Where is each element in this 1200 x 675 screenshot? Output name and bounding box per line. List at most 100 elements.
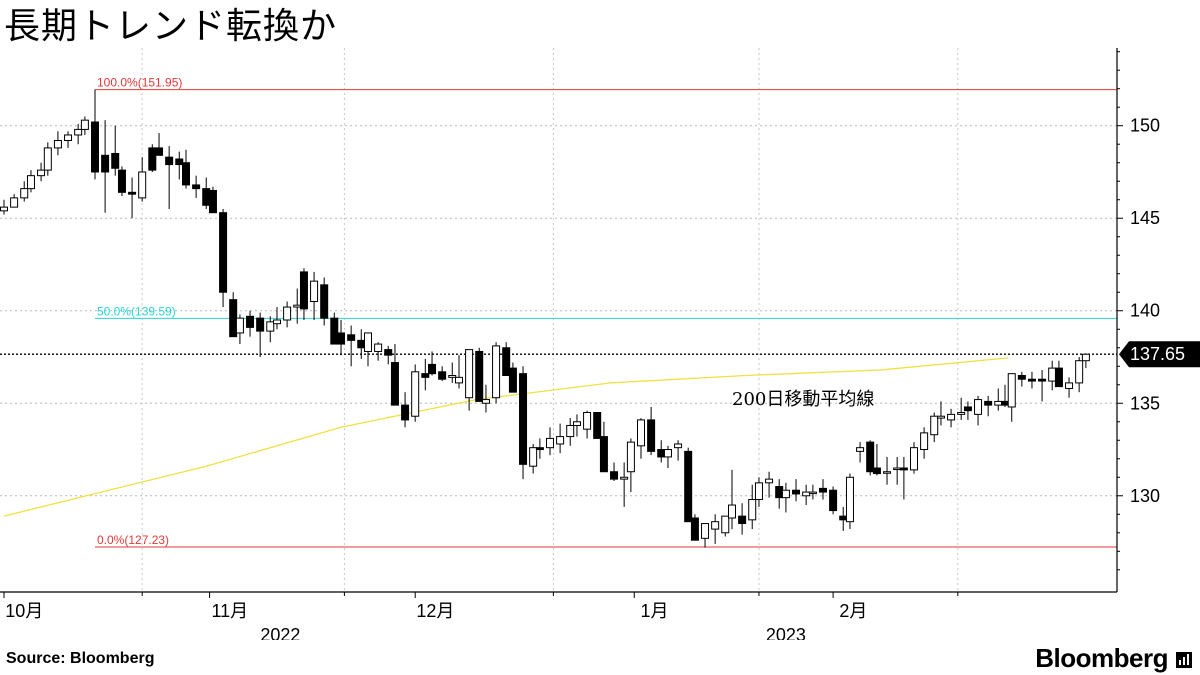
candle-up bbox=[883, 471, 892, 474]
candle-up bbox=[781, 489, 790, 499]
candle-down bbox=[202, 188, 211, 206]
candle-down bbox=[738, 515, 747, 525]
candle-down bbox=[219, 212, 228, 293]
candle-up bbox=[920, 432, 929, 451]
candle-up bbox=[455, 376, 463, 384]
candle-up bbox=[947, 413, 956, 421]
candle-up bbox=[808, 491, 817, 495]
candle-down bbox=[872, 467, 881, 475]
candle-down bbox=[390, 362, 399, 406]
candle-down bbox=[428, 363, 437, 375]
candle-down bbox=[519, 373, 528, 465]
x-tick-label: 12月 bbox=[416, 601, 454, 621]
candle-up bbox=[893, 467, 902, 471]
candle-up bbox=[1007, 373, 1016, 408]
candle-down bbox=[111, 152, 120, 169]
candle-up bbox=[566, 424, 575, 438]
candle-down bbox=[155, 147, 164, 156]
candle-up bbox=[930, 415, 939, 436]
candle-down bbox=[819, 487, 827, 493]
candle-down bbox=[421, 373, 430, 378]
candle-up bbox=[138, 171, 147, 199]
candle-up bbox=[283, 306, 292, 321]
year-label: 2023 bbox=[766, 625, 806, 640]
candle-down bbox=[963, 406, 972, 412]
candle-down bbox=[208, 189, 217, 214]
candle-down bbox=[657, 449, 666, 458]
candle-up bbox=[53, 140, 62, 149]
candle-down bbox=[535, 447, 544, 451]
candle-down bbox=[192, 184, 201, 190]
candle-down bbox=[438, 371, 447, 380]
candle-down bbox=[839, 515, 848, 521]
candle-up bbox=[10, 197, 19, 208]
x-tick-label: 11月 bbox=[211, 601, 248, 621]
candle-up bbox=[529, 447, 538, 467]
candle-up bbox=[293, 304, 302, 308]
candle-up bbox=[856, 447, 865, 452]
x-tick-label: 1月 bbox=[640, 601, 668, 621]
last-price-badge bbox=[1119, 341, 1200, 368]
candle-up bbox=[364, 332, 372, 352]
fib-level-label: 0.0%(127.23) bbox=[97, 533, 169, 547]
candle-down bbox=[299, 271, 308, 310]
candle-up bbox=[20, 188, 29, 199]
chart-grid bbox=[0, 48, 1117, 592]
fib-level-label: 100.0%(151.95) bbox=[97, 76, 182, 90]
candle-up bbox=[728, 504, 736, 519]
axes: 130 135 140 145 150 137.65 10月 11月 12月 1月 2月 2022 20… bbox=[0, 48, 1200, 640]
candle-up bbox=[465, 349, 474, 399]
candlesticks bbox=[0, 89, 1090, 548]
candle-up bbox=[546, 437, 554, 449]
candle-up bbox=[845, 476, 854, 523]
candle-up bbox=[936, 415, 945, 419]
candle-down bbox=[684, 450, 693, 523]
candle-up bbox=[711, 521, 720, 530]
candle-up bbox=[765, 478, 774, 484]
candle-down bbox=[866, 441, 875, 473]
y-tick-label: 140 bbox=[1130, 301, 1160, 321]
candle-down bbox=[984, 400, 993, 406]
candle-down bbox=[610, 471, 619, 480]
candle-up bbox=[1081, 353, 1090, 362]
candle-down bbox=[175, 158, 184, 166]
last-price-label: 137.65 bbox=[1130, 344, 1185, 364]
candle-down bbox=[91, 121, 99, 173]
y-tick-label: 150 bbox=[1130, 116, 1160, 136]
candle-up bbox=[572, 421, 581, 426]
candle-up bbox=[994, 400, 1003, 406]
candle-down bbox=[1054, 367, 1063, 388]
candle-down bbox=[1017, 375, 1026, 380]
candle-up bbox=[235, 317, 244, 334]
candle-down bbox=[647, 419, 656, 452]
year-label: 2022 bbox=[260, 625, 300, 640]
candle-up bbox=[448, 375, 457, 378]
candle-up bbox=[748, 498, 757, 521]
candle-down bbox=[899, 467, 908, 471]
candle-up bbox=[1048, 367, 1057, 382]
candle-up bbox=[701, 523, 710, 539]
candle-up bbox=[802, 491, 811, 497]
candle-up bbox=[26, 175, 35, 190]
x-tick-label: 2月 bbox=[839, 601, 867, 621]
candle-up bbox=[583, 412, 592, 430]
candle-down bbox=[690, 517, 699, 541]
candle-up bbox=[374, 343, 383, 352]
candle-down bbox=[401, 404, 410, 421]
candle-up bbox=[556, 436, 565, 445]
price-chart: 100.0%(151.95)50.0%(139.59)0.0%(127.23) … bbox=[0, 48, 1200, 640]
candle-down bbox=[502, 347, 511, 377]
candle-up bbox=[481, 399, 490, 404]
candle-up bbox=[721, 515, 730, 534]
candle-down bbox=[246, 315, 255, 328]
ma-200-line bbox=[3, 357, 1009, 517]
candle-down bbox=[347, 334, 356, 341]
candle-down bbox=[508, 367, 517, 393]
candle-up bbox=[0, 206, 8, 212]
candle-up bbox=[411, 371, 420, 417]
candle-up bbox=[37, 169, 46, 177]
candle-up bbox=[626, 441, 635, 473]
candle-down bbox=[1027, 378, 1036, 382]
fibonacci-levels: 100.0%(151.95) 50.0%(139.59) 0.0%(127.23) bbox=[94, 76, 1117, 548]
candle-up bbox=[80, 119, 89, 130]
